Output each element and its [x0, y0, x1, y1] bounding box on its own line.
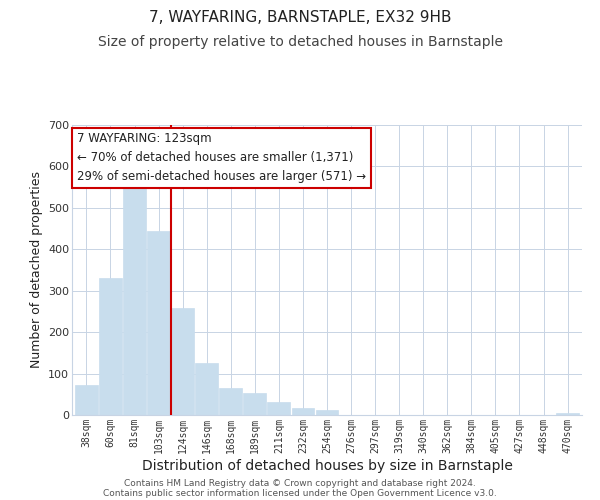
Bar: [195, 363, 218, 415]
Text: 7, WAYFARING, BARNSTAPLE, EX32 9HB: 7, WAYFARING, BARNSTAPLE, EX32 9HB: [149, 10, 451, 25]
Bar: [292, 408, 314, 415]
Text: Size of property relative to detached houses in Barnstaple: Size of property relative to detached ho…: [97, 35, 503, 49]
Text: Contains public sector information licensed under the Open Government Licence v3: Contains public sector information licen…: [103, 488, 497, 498]
Y-axis label: Number of detached properties: Number of detached properties: [29, 172, 43, 368]
Bar: [147, 232, 170, 415]
Bar: [123, 183, 146, 415]
Text: 7 WAYFARING: 123sqm
← 70% of detached houses are smaller (1,371)
29% of semi-det: 7 WAYFARING: 123sqm ← 70% of detached ho…: [77, 132, 366, 183]
Bar: [556, 413, 579, 415]
X-axis label: Distribution of detached houses by size in Barnstaple: Distribution of detached houses by size …: [142, 458, 512, 472]
Bar: [268, 402, 290, 415]
Text: Contains HM Land Registry data © Crown copyright and database right 2024.: Contains HM Land Registry data © Crown c…: [124, 478, 476, 488]
Bar: [171, 308, 194, 415]
Bar: [220, 388, 242, 415]
Bar: [316, 410, 338, 415]
Bar: [75, 385, 98, 415]
Bar: [99, 278, 122, 415]
Bar: [244, 394, 266, 415]
